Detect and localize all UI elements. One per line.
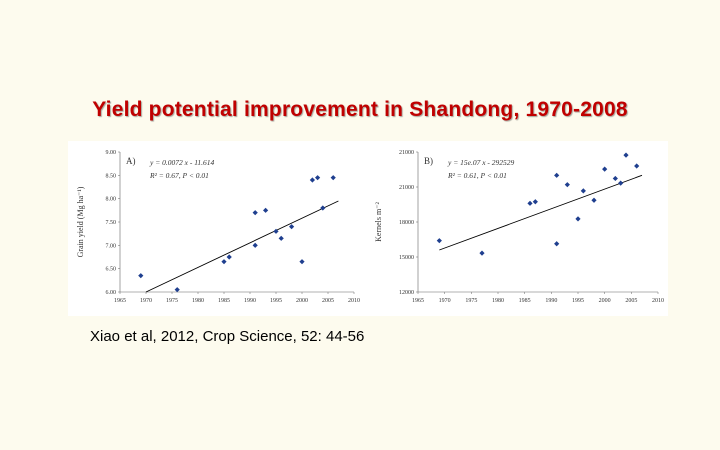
chart2-x-tick-label: 2010 [652, 298, 664, 304]
chart2-y-tick-label: 21000 [399, 185, 414, 191]
chart1-y-tick-label: 8.00 [106, 197, 117, 203]
chart1-trend-line [145, 200, 339, 293]
chart1-data-point [289, 224, 295, 230]
chart1-data-point [309, 177, 315, 183]
chart1-panel-label: A) [126, 156, 136, 166]
chart1-x-tick-label: 1980 [192, 298, 204, 304]
chart1-x-tick-label: 1990 [244, 298, 256, 304]
citation: Xiao et al, 2012, Crop Science, 52: 44-5… [90, 328, 365, 345]
chart2-panel-label: B) [424, 156, 433, 166]
chart2-x-tick-label: 1975 [465, 298, 477, 304]
chart2-data-point [591, 197, 597, 203]
chart1-y-tick-label: 6.50 [106, 267, 117, 273]
chart1-r-squared: R² = 0.67, P < 0.01 [149, 171, 209, 180]
chart1-x-tick-label: 1970 [140, 298, 152, 304]
chart2-x-tick-label: 2005 [625, 298, 637, 304]
chart1-data-point [320, 205, 326, 211]
chart2-x-tick-label: 1985 [519, 298, 531, 304]
chart2-y-tick-label: 18000 [399, 220, 414, 226]
slide-title: Yield potential improvement in Shandong,… [92, 98, 628, 121]
chart2-data-point [580, 188, 586, 194]
chart2-data-point [564, 182, 570, 188]
chart1-x-tick-label: 1975 [166, 298, 178, 304]
chart1-x-tick-label: 1985 [218, 298, 230, 304]
chart1-y-tick-label: 8.50 [106, 173, 117, 179]
chart2-y-tick-label: 12000 [399, 290, 414, 296]
chart1-y-tick-label: 9.00 [106, 150, 117, 156]
chart2-r-squared: R² = 0.61, P < 0.01 [447, 171, 507, 180]
scatter-figure: 1965 1970 1975 1980 1985 1990 1995 2000 2005 2010… [76, 150, 664, 304]
chart2-y-tick-label: 15000 [399, 255, 414, 261]
chart1-y-tick-label: 7.00 [106, 243, 117, 249]
chart2-x-tick-label: 1990 [545, 298, 557, 304]
chart2-data-point [436, 238, 442, 244]
chart2-data-point [554, 172, 560, 178]
chart1-x-tick-label: 2000 [296, 298, 308, 304]
chart2-y-axis-label: Kernels m⁻² [374, 202, 383, 242]
chart1-y-tick-label: 6.00 [106, 290, 117, 296]
chart1-x-tick-label: 1995 [270, 298, 282, 304]
chart1-x-tick-label: 2005 [322, 298, 334, 304]
chart1-data-point [252, 210, 258, 216]
chart2-x-tick-label: 1965 [412, 298, 424, 304]
chart2-data-point [554, 241, 560, 247]
chart2-data-point [618, 180, 624, 186]
chart2-data-point [575, 216, 581, 222]
chart2-equation: y = 15e.07 x - 292529 [447, 158, 515, 167]
chart1-data-point [299, 259, 305, 265]
chart2-data-point [527, 200, 533, 206]
chart1-data-point [278, 235, 284, 241]
chart1-data-point [221, 259, 227, 265]
chart1-x-tick-label: 2010 [348, 298, 360, 304]
chart2-data-point [602, 166, 608, 172]
chart2-x-tick-label: 1980 [492, 298, 504, 304]
chart2-trend-line [439, 174, 643, 251]
chart1-y-axis-label: Grain yield (Mg ha⁻¹) [76, 186, 85, 257]
figure-panel: 1965 1970 1975 1980 1985 1990 1995 2000 2005 2010… [68, 141, 668, 316]
chart2-data-point [623, 152, 629, 158]
chart2-data-point [612, 175, 618, 182]
chart1-data-point [273, 228, 279, 234]
chart2-x-tick-label: 1970 [439, 298, 451, 304]
chart1-data-point [263, 207, 269, 213]
chart1-data-point [252, 242, 258, 248]
chart1-data-point [315, 175, 321, 181]
chart2-x-tick-label: 1995 [572, 298, 584, 304]
chart1-data-point [226, 254, 232, 260]
chart1-equation: y = 0.0072 x - 11.614 [149, 158, 215, 167]
chart2-x-tick-label: 2000 [599, 298, 611, 304]
chart2-data-point [532, 199, 538, 205]
chart1-data-point [138, 273, 144, 279]
chart1-x-tick-label: 1965 [114, 298, 126, 304]
chart2-data-point [634, 163, 640, 169]
chart2-data-point [479, 250, 485, 256]
chart1-data-point [330, 175, 336, 181]
chart1-data-point [174, 287, 180, 293]
chart1-y-tick-label: 7.50 [106, 220, 117, 226]
chart2-y-tick-label: 21000 [399, 150, 414, 156]
